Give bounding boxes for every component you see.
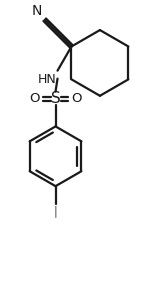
Text: │: │ [53, 205, 59, 217]
Text: N: N [31, 4, 42, 18]
Text: S: S [51, 91, 60, 106]
Text: O: O [29, 92, 40, 105]
Text: HN: HN [38, 73, 57, 86]
Text: O: O [71, 92, 82, 105]
